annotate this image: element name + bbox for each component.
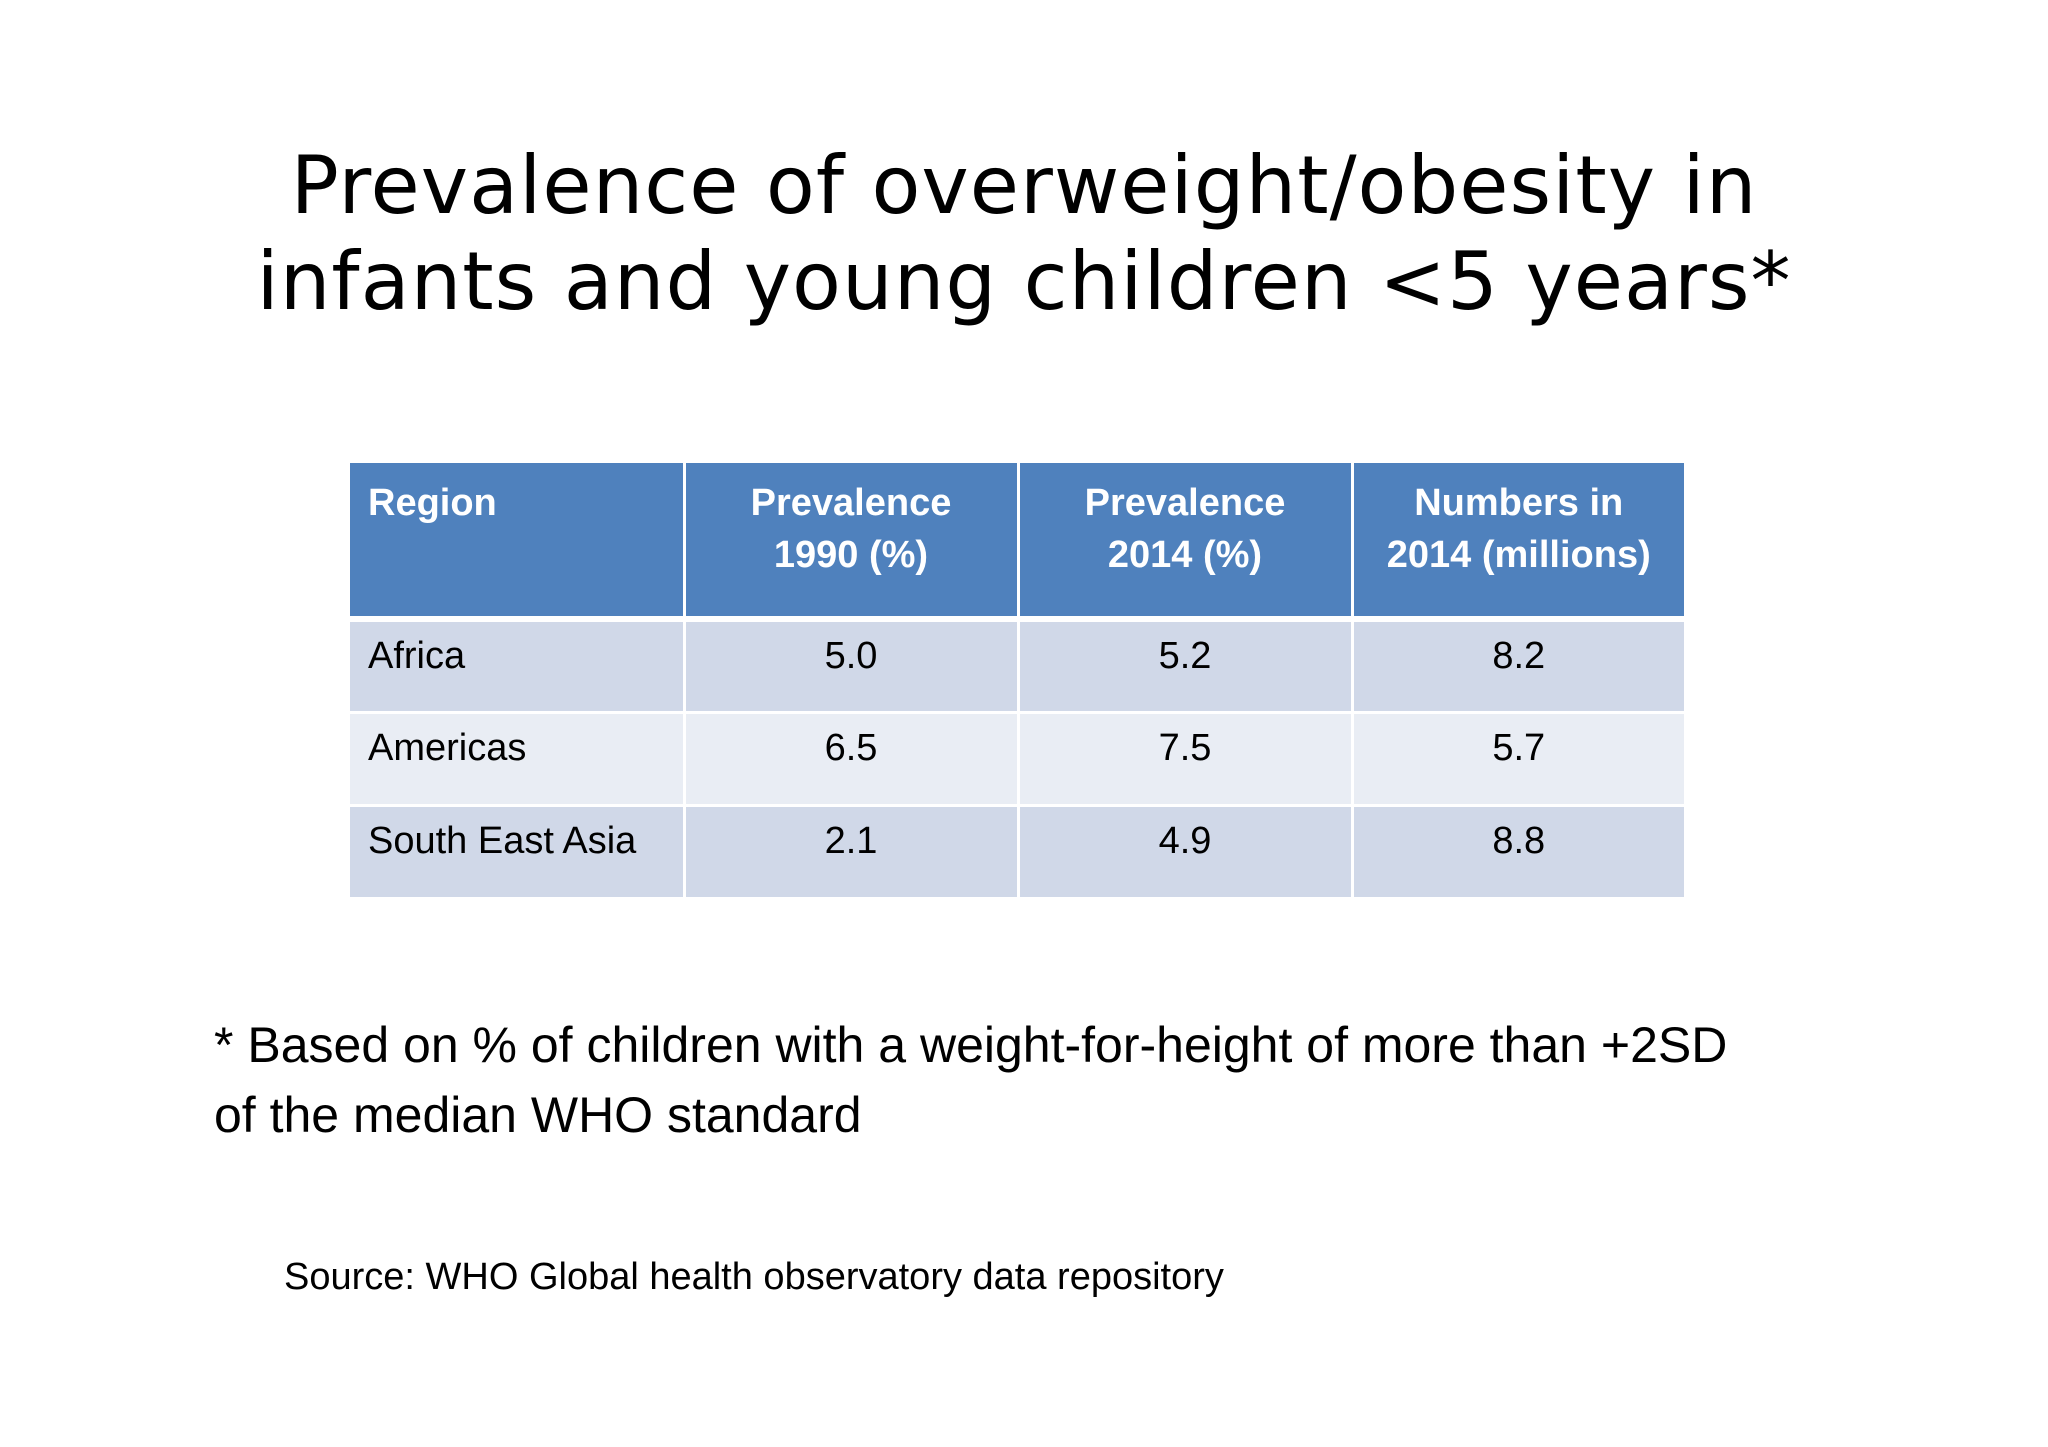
footnote-line-2: of the median WHO standard — [214, 1087, 862, 1143]
cell-numbers-2014: 5.7 — [1352, 712, 1684, 807]
header-prevalence-2014-line-1: Prevalence — [1084, 482, 1286, 524]
table-header-row: Region Prevalence 1990 (%) Prevalence 20… — [350, 463, 1684, 622]
header-prevalence-2014: Prevalence 2014 (%) — [1018, 463, 1354, 622]
header-prevalence-2014-line-2: 2014 (%) — [1107, 534, 1263, 576]
table-row: Africa 5.0 5.2 8.2 — [350, 619, 1684, 714]
cell-prevalence-1990: 2.1 — [684, 805, 1020, 900]
header-numbers-2014-line-1: Numbers in — [1414, 482, 1624, 524]
header-region: Region — [350, 463, 686, 622]
slide-title: Prevalence of overweight/obesity in infa… — [200, 138, 1848, 330]
header-prevalence-1990: Prevalence 1990 (%) — [684, 463, 1020, 622]
source-note: Source: WHO Global health observatory da… — [284, 1256, 1224, 1298]
title-line-1: Prevalence of overweight/obesity in — [290, 139, 1758, 232]
cell-prevalence-1990: 5.0 — [684, 619, 1020, 714]
cell-prevalence-1990: 6.5 — [684, 712, 1020, 807]
footnote-line-1: * Based on % of children with a weight-f… — [214, 1017, 1728, 1073]
header-prevalence-1990-line-1: Prevalence — [750, 482, 952, 524]
cell-numbers-2014: 8.8 — [1352, 805, 1684, 900]
cell-region: South East Asia — [350, 805, 686, 900]
table-row: Americas 6.5 7.5 5.7 — [350, 712, 1684, 807]
cell-prevalence-2014: 5.2 — [1018, 619, 1354, 714]
footnote: * Based on % of children with a weight-f… — [214, 1010, 1914, 1150]
table-row: South East Asia 2.1 4.9 8.8 — [350, 805, 1684, 900]
title-line-2: infants and young children <5 years* — [256, 235, 1792, 328]
cell-prevalence-2014: 4.9 — [1018, 805, 1354, 900]
cell-numbers-2014: 8.2 — [1352, 619, 1684, 714]
header-numbers-2014-line-2: 2014 (millions) — [1386, 534, 1651, 576]
cell-region: Americas — [350, 712, 686, 807]
header-prevalence-1990-line-2: 1990 (%) — [773, 534, 929, 576]
header-region-line-1: Region — [368, 482, 497, 524]
prevalence-table: Region Prevalence 1990 (%) Prevalence 20… — [350, 463, 1684, 900]
cell-region: Africa — [350, 619, 686, 714]
cell-prevalence-2014: 7.5 — [1018, 712, 1354, 807]
header-numbers-2014: Numbers in 2014 (millions) — [1352, 463, 1684, 622]
